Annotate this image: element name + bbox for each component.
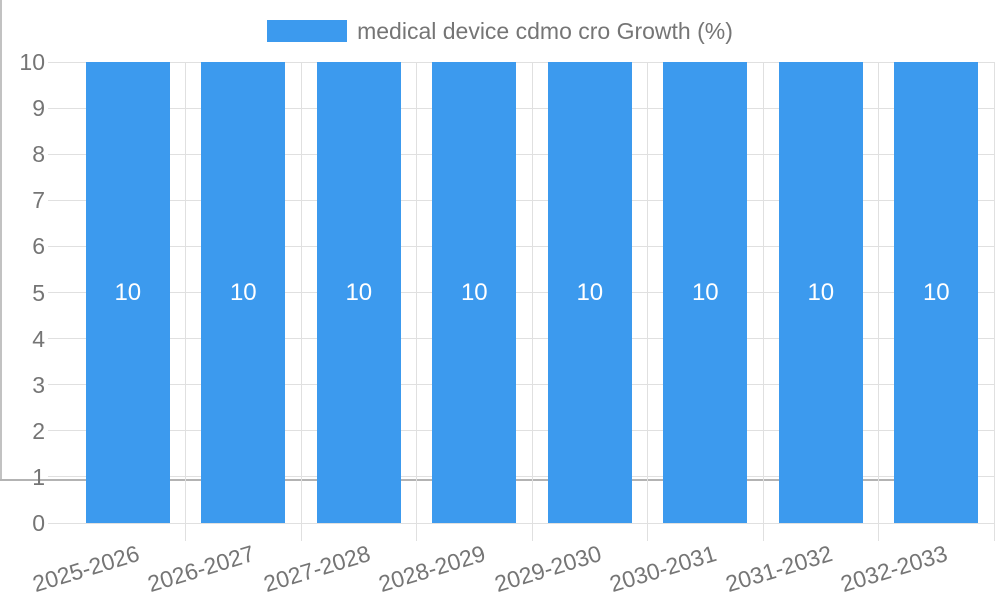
legend-label: medical device cdmo cro Growth (%) — [357, 18, 733, 44]
y-tick-label: 7 — [32, 187, 45, 214]
bar[interactable]: 10 — [432, 62, 517, 523]
y-gridline — [48, 430, 994, 432]
y-tick-label: 8 — [32, 141, 45, 168]
y-gridline — [48, 199, 994, 201]
y-tick-label: 1 — [32, 463, 45, 490]
x-category-label: 2030-2031 — [606, 540, 720, 598]
y-gridline — [48, 292, 994, 293]
x-gridline — [531, 62, 533, 541]
y-tick-label: 9 — [32, 95, 45, 122]
bar-value-label: 10 — [922, 278, 950, 306]
y-axis-line — [0, 0, 2, 479]
bar[interactable]: 10 — [894, 62, 979, 523]
y-tick-label: 2 — [32, 417, 45, 444]
x-category-label: 2029-2030 — [491, 540, 605, 598]
x-category-label: 2032-2033 — [837, 540, 951, 598]
y-tick-label: 10 — [19, 49, 45, 75]
legend: medical device cdmo cro Growth (%) — [0, 19, 1000, 43]
y-tick-label: 4 — [32, 325, 45, 352]
x-category-label: 2025-2026 — [29, 540, 143, 598]
legend-item[interactable]: medical device cdmo cro Growth (%) — [267, 19, 733, 43]
x-gridline — [878, 62, 879, 541]
bar-value-label: 10 — [229, 278, 257, 306]
bar[interactable]: 10 — [85, 62, 170, 523]
x-gridline — [185, 62, 186, 541]
x-gridline — [762, 62, 764, 541]
bar-value-label: 10 — [691, 278, 719, 306]
bar[interactable]: 10 — [547, 62, 632, 523]
y-gridline — [48, 384, 994, 386]
y-gridline — [48, 476, 994, 478]
y-tick-label: 3 — [32, 371, 45, 398]
bar[interactable]: 10 — [663, 62, 748, 523]
bar[interactable]: 10 — [316, 62, 401, 523]
x-gridline — [416, 62, 417, 541]
y-gridline — [48, 245, 994, 247]
bar-value-label: 10 — [460, 278, 488, 306]
x-category-label: 2026-2027 — [144, 540, 258, 598]
x-gridline — [993, 62, 995, 541]
y-tick-label: 6 — [32, 233, 45, 260]
y-gridline — [48, 107, 994, 109]
x-category-label: 2028-2029 — [375, 540, 489, 598]
y-gridline — [48, 153, 994, 155]
y-tick-label: 5 — [32, 279, 45, 306]
legend-swatch-icon — [267, 20, 348, 42]
x-category-label: 2031-2032 — [722, 540, 836, 598]
bar-value-label: 10 — [114, 278, 142, 306]
x-category-label: 2027-2028 — [260, 540, 374, 598]
x-gridline — [647, 62, 648, 541]
bar-value-label: 10 — [345, 278, 373, 306]
y-tick-label: 0 — [32, 510, 45, 536]
y-gridline — [48, 338, 994, 340]
bar-value-label: 10 — [807, 278, 835, 306]
bar[interactable]: 10 — [778, 62, 863, 523]
bar[interactable]: 10 — [201, 62, 286, 523]
x-gridline — [300, 62, 302, 541]
y-gridline — [48, 61, 994, 63]
y-gridline — [48, 522, 994, 524]
bar-value-label: 10 — [576, 278, 604, 306]
